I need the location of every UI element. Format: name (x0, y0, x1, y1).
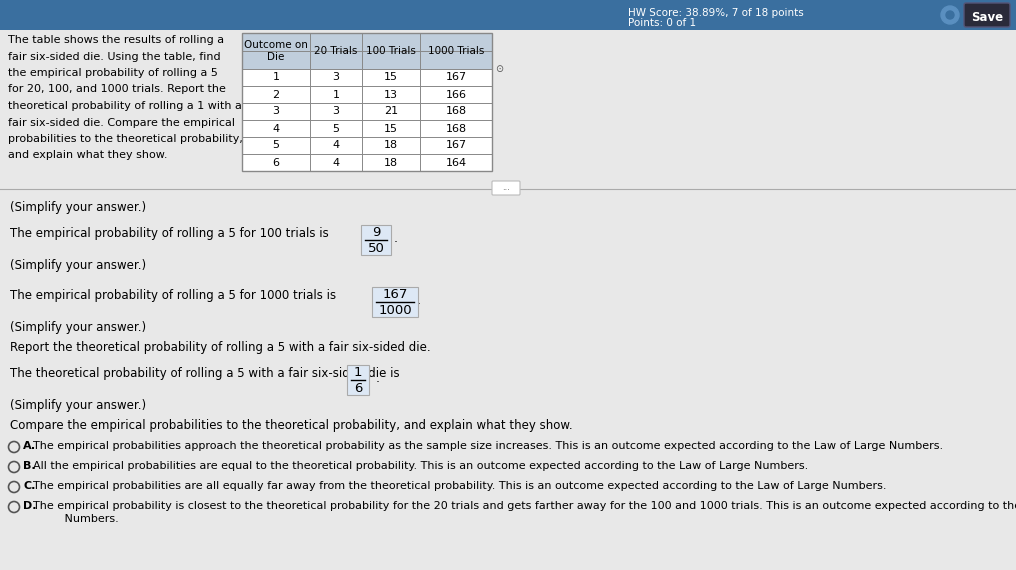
Text: A.: A. (23, 441, 37, 451)
Circle shape (941, 6, 959, 24)
Text: The empirical probabilities approach the theoretical probability as the sample s: The empirical probabilities approach the… (33, 441, 943, 451)
Text: (Simplify your answer.): (Simplify your answer.) (10, 321, 146, 334)
Text: D.: D. (23, 501, 37, 511)
Text: 168: 168 (445, 107, 466, 116)
FancyBboxPatch shape (492, 181, 520, 195)
Text: fair six-sided die. Using the table, find: fair six-sided die. Using the table, fin… (8, 51, 220, 62)
Text: ...: ... (502, 184, 510, 193)
Text: 168: 168 (445, 124, 466, 133)
Text: 15: 15 (384, 72, 398, 83)
FancyBboxPatch shape (242, 69, 492, 86)
Text: theoretical probability of rolling a 1 with a: theoretical probability of rolling a 1 w… (8, 101, 242, 111)
Text: 4: 4 (332, 157, 339, 168)
Text: 164: 164 (445, 157, 466, 168)
Text: 3: 3 (332, 72, 339, 83)
Text: 1000: 1000 (378, 304, 411, 317)
Text: Save: Save (971, 11, 1003, 24)
Text: the empirical probability of rolling a 5: the empirical probability of rolling a 5 (8, 68, 217, 78)
Text: All the empirical probabilities are equal to the theoretical probability. This i: All the empirical probabilities are equa… (33, 461, 809, 471)
Text: and explain what they show.: and explain what they show. (8, 150, 168, 161)
FancyBboxPatch shape (242, 103, 492, 120)
Text: 18: 18 (384, 157, 398, 168)
Text: (Simplify your answer.): (Simplify your answer.) (10, 201, 146, 214)
FancyBboxPatch shape (0, 0, 1016, 30)
Text: 1000 Trials: 1000 Trials (428, 46, 485, 56)
Text: Outcome on
Die: Outcome on Die (244, 40, 308, 62)
Text: 6: 6 (354, 382, 362, 396)
FancyBboxPatch shape (361, 225, 391, 255)
Text: .: . (376, 373, 380, 385)
Text: ⊙: ⊙ (495, 64, 503, 74)
FancyBboxPatch shape (964, 3, 1010, 27)
Text: C.: C. (23, 481, 36, 491)
Text: 4: 4 (272, 124, 279, 133)
FancyBboxPatch shape (242, 86, 492, 103)
Text: 6: 6 (272, 157, 279, 168)
Text: The empirical probability of rolling a 5 for 100 trials is: The empirical probability of rolling a 5… (10, 227, 329, 240)
FancyBboxPatch shape (242, 120, 492, 137)
Text: 13: 13 (384, 89, 398, 100)
Text: The empirical probability is closest to the theoretical probability for the 20 t: The empirical probability is closest to … (33, 501, 1016, 524)
Text: 1: 1 (354, 365, 363, 378)
Text: 3: 3 (272, 107, 279, 116)
Text: for 20, 100, and 1000 trials. Report the: for 20, 100, and 1000 trials. Report the (8, 84, 226, 95)
Text: 50: 50 (368, 242, 384, 255)
FancyBboxPatch shape (242, 154, 492, 171)
Text: 1: 1 (272, 72, 279, 83)
Text: 18: 18 (384, 140, 398, 150)
Text: fair six-sided die. Compare the empirical: fair six-sided die. Compare the empirica… (8, 117, 235, 128)
Text: 167: 167 (382, 287, 407, 300)
Text: 5: 5 (332, 124, 339, 133)
Text: 167: 167 (445, 72, 466, 83)
Text: (Simplify your answer.): (Simplify your answer.) (10, 259, 146, 272)
Text: The table shows the results of rolling a: The table shows the results of rolling a (8, 35, 225, 45)
Text: Compare the empirical probabilities to the theoretical probability, and explain : Compare the empirical probabilities to t… (10, 419, 573, 432)
Text: (Simplify your answer.): (Simplify your answer.) (10, 399, 146, 412)
Text: .: . (417, 295, 421, 307)
Text: 167: 167 (445, 140, 466, 150)
Text: HW Score: 38.89%, 7 of 18 points: HW Score: 38.89%, 7 of 18 points (628, 8, 804, 18)
Circle shape (946, 11, 954, 19)
Text: The theoretical probability of rolling a 5 with a fair six-sided die is: The theoretical probability of rolling a… (10, 367, 399, 380)
Text: 100 Trials: 100 Trials (366, 46, 416, 56)
Text: 5: 5 (272, 140, 279, 150)
Text: Points: 0 of 1: Points: 0 of 1 (628, 18, 696, 28)
FancyBboxPatch shape (0, 30, 1016, 570)
Text: B.: B. (23, 461, 36, 471)
FancyBboxPatch shape (372, 287, 418, 317)
Text: 3: 3 (332, 107, 339, 116)
Text: 4: 4 (332, 140, 339, 150)
Text: The empirical probabilities are all equally far away from the theoretical probab: The empirical probabilities are all equa… (33, 481, 887, 491)
FancyBboxPatch shape (242, 137, 492, 154)
Text: Report the theoretical probability of rolling a 5 with a fair six-sided die.: Report the theoretical probability of ro… (10, 341, 431, 354)
Text: 2: 2 (272, 89, 279, 100)
Text: 9: 9 (372, 226, 380, 238)
FancyBboxPatch shape (347, 365, 369, 395)
Text: 166: 166 (445, 89, 466, 100)
Text: 15: 15 (384, 124, 398, 133)
Text: The empirical probability of rolling a 5 for 1000 trials is: The empirical probability of rolling a 5… (10, 289, 336, 302)
Text: probabilities to the theoretical probability,: probabilities to the theoretical probabi… (8, 134, 243, 144)
FancyBboxPatch shape (242, 33, 492, 69)
Text: 20 Trials: 20 Trials (314, 46, 358, 56)
Text: 1: 1 (332, 89, 339, 100)
Text: .: . (394, 233, 398, 246)
Text: 21: 21 (384, 107, 398, 116)
